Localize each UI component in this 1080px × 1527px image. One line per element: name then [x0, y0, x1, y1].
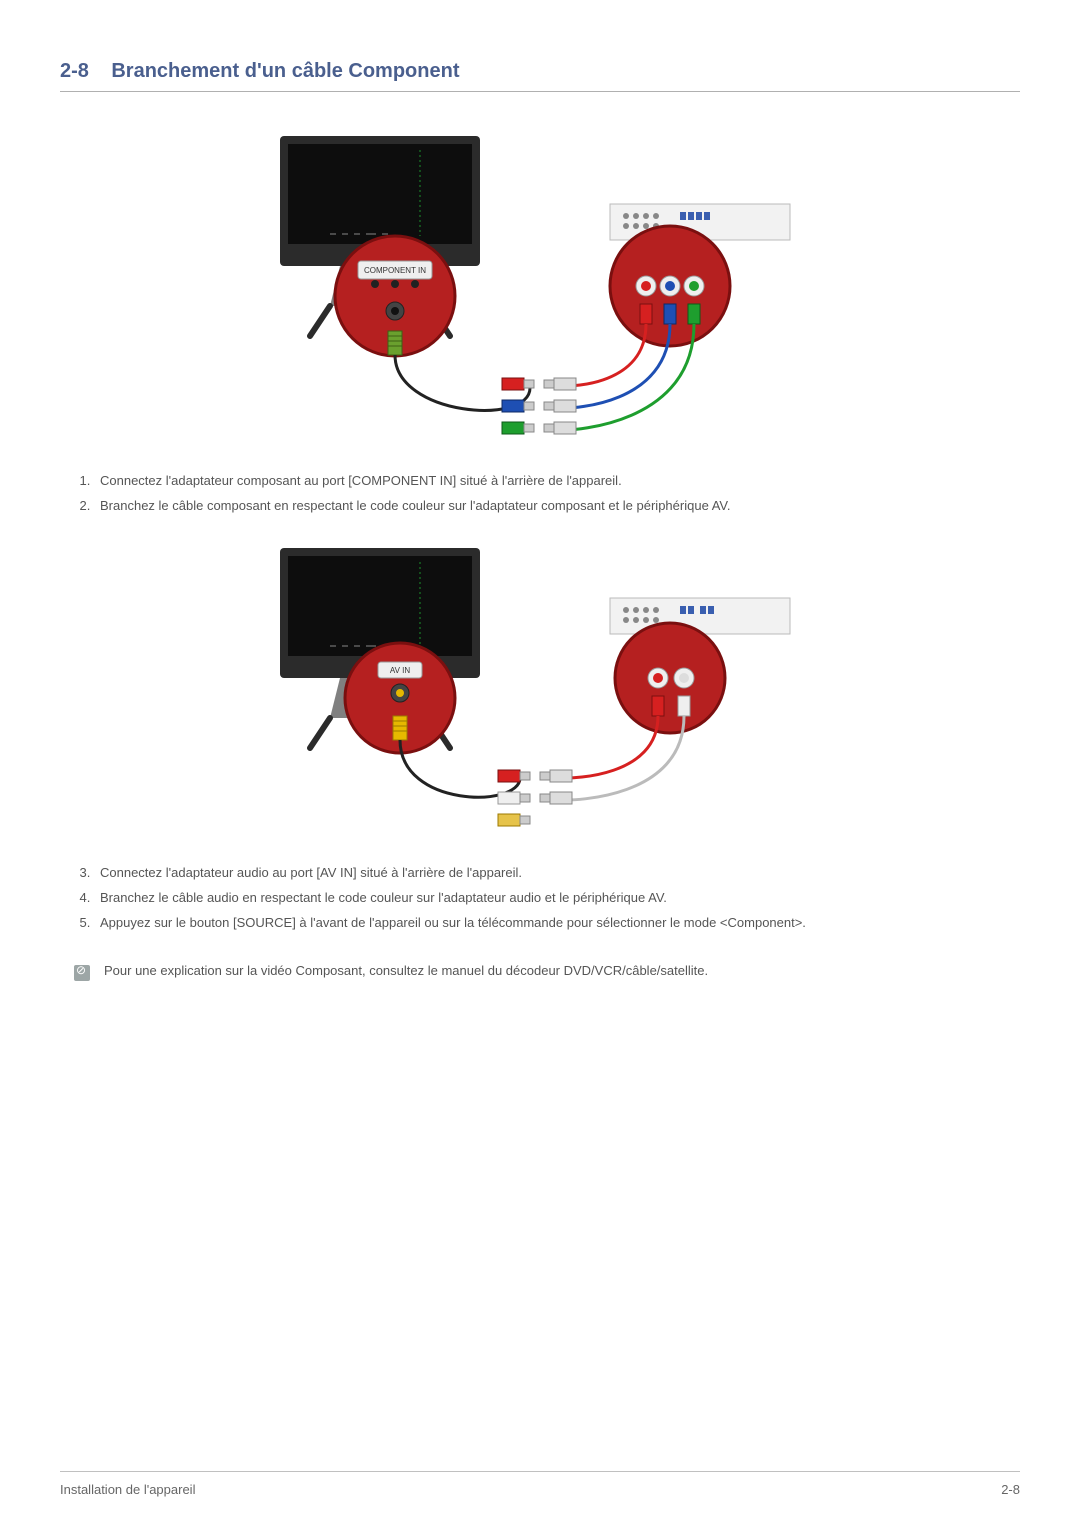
note-row: Pour une explication sur la vidéo Compos… — [74, 963, 1020, 981]
component-diagram-svg: COMPONENT IN — [270, 126, 810, 446]
label-component-in: COMPONENT IN — [364, 266, 426, 275]
steps-list-b: Connectez l'adaptateur audio au port [AV… — [94, 861, 1020, 935]
page-footer: Installation de l'appareil 2-8 — [60, 1471, 1020, 1497]
note-icon — [74, 965, 90, 981]
avin-diagram-svg: AV IN — [270, 538, 810, 838]
label-av-in: AV IN — [390, 666, 411, 675]
footer-right: 2-8 — [1001, 1482, 1020, 1497]
diagram-component: COMPONENT IN — [60, 126, 1020, 451]
section-title: Branchement d'un câble Component — [111, 60, 459, 82]
note-text: Pour une explication sur la vidéo Compos… — [104, 963, 708, 978]
step-item: Connectez l'adaptateur audio au port [AV… — [94, 861, 1020, 886]
step-item: Appuyez sur le bouton [SOURCE] à l'avant… — [94, 911, 1020, 936]
section-number: 2-8 — [60, 60, 89, 82]
steps-list-a: Connectez l'adaptateur composant au port… — [94, 469, 1020, 518]
step-item: Branchez le câble audio en respectant le… — [94, 886, 1020, 911]
section-header: 2-8 Branchement d'un câble Component — [60, 60, 1020, 92]
diagram-avin: AV IN — [60, 538, 1020, 843]
step-item: Branchez le câble composant en respectan… — [94, 494, 1020, 519]
footer-left: Installation de l'appareil — [60, 1482, 195, 1497]
step-item: Connectez l'adaptateur composant au port… — [94, 469, 1020, 494]
